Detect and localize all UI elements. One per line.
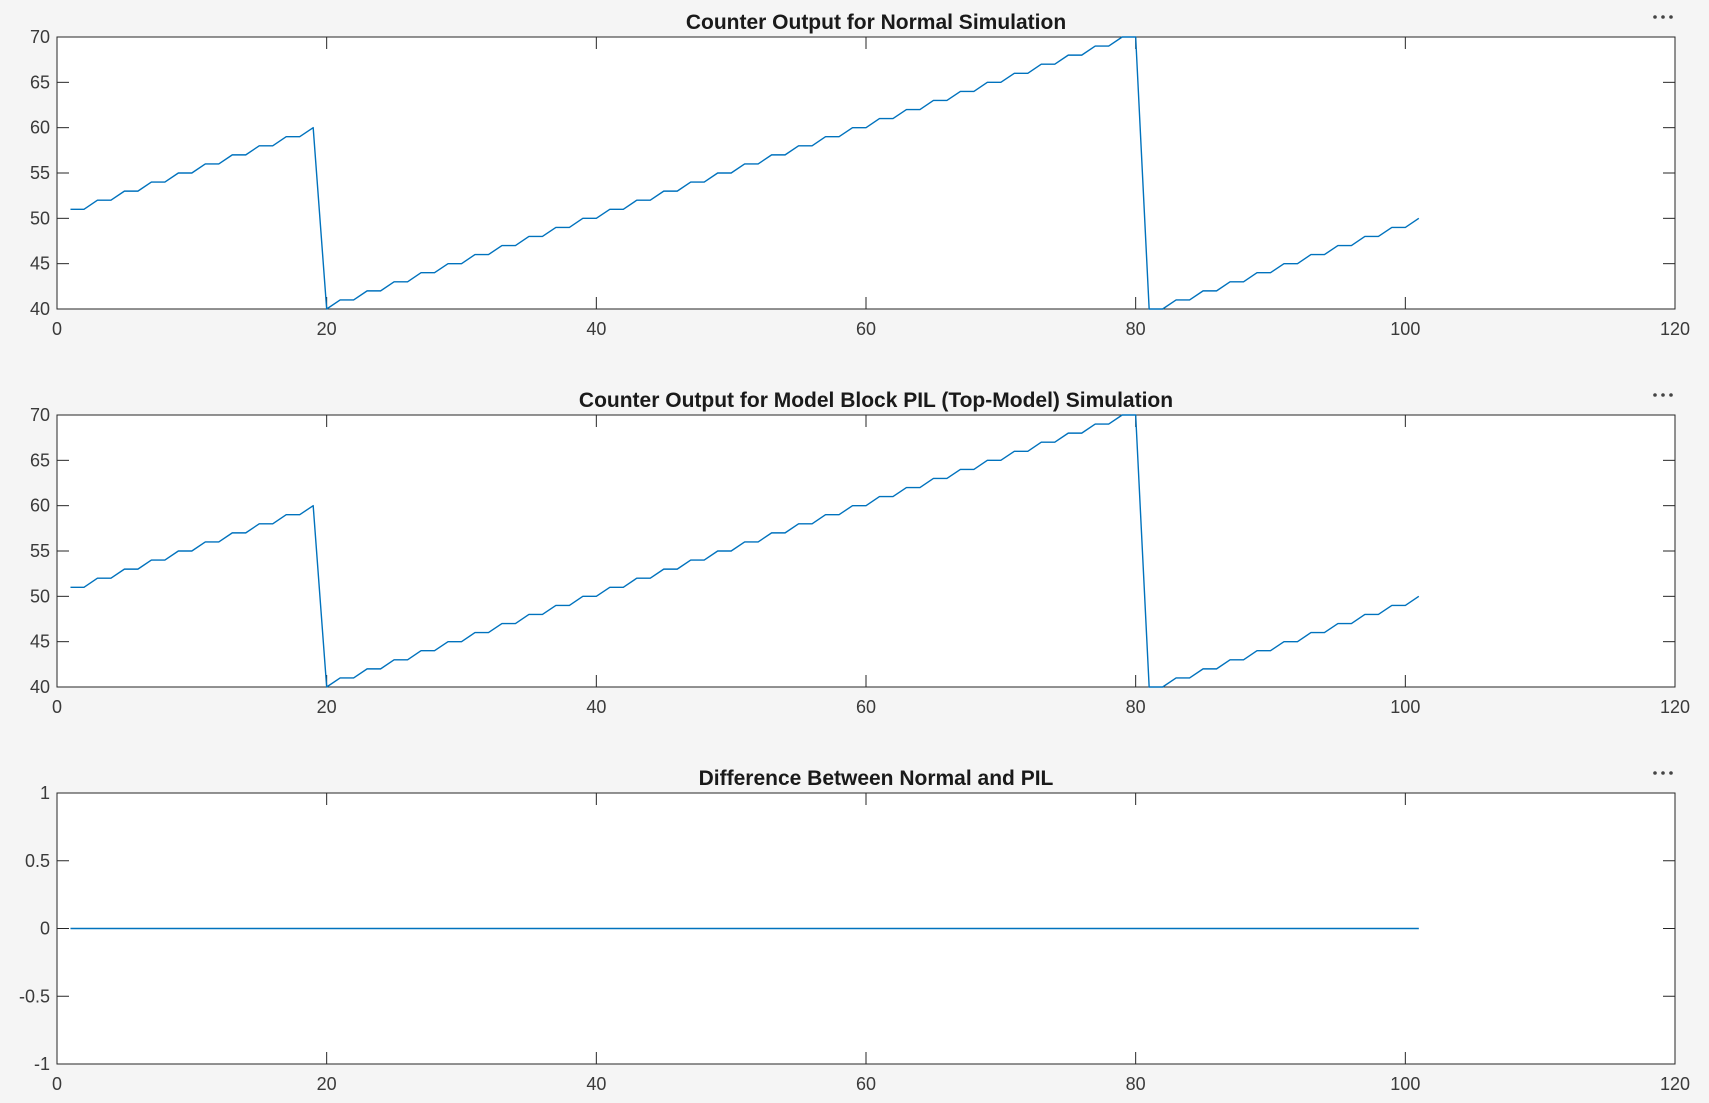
axes-1: 0 20 40 60 80 100 120 40 45 50 55 60 65 70 Counter Out… <box>30 9 1690 339</box>
more-options-icon[interactable] <box>1648 387 1674 403</box>
y-tick-label: 50 <box>30 586 50 606</box>
x-tick-label: 40 <box>586 1074 606 1094</box>
axes-title: Counter Output for Model Block PIL (Top-… <box>579 389 1173 412</box>
more-options-icon[interactable] <box>1648 765 1674 781</box>
y-tick-label: 45 <box>30 632 50 652</box>
axes-title: Counter Output for Normal Simulation <box>686 11 1066 34</box>
more-options-icon[interactable] <box>1648 9 1674 25</box>
plot-area <box>56 36 1676 310</box>
y-tick-label: 0.5 <box>25 851 50 871</box>
y-tick-label: 60 <box>30 118 50 138</box>
y-tick-label: 60 <box>30 496 50 516</box>
x-tick-label: 20 <box>317 697 337 717</box>
x-tick-label: 100 <box>1390 1074 1420 1094</box>
x-tick-label: 120 <box>1660 1074 1690 1094</box>
x-tick-label: 80 <box>1126 1074 1146 1094</box>
x-tick-label: 60 <box>856 1074 876 1094</box>
y-tick-label: -1 <box>34 1054 50 1074</box>
x-tick-label: 0 <box>52 697 62 717</box>
y-tick-label: 55 <box>30 541 50 561</box>
y-tick-label: 40 <box>30 677 50 697</box>
x-tick-label: 100 <box>1390 697 1420 717</box>
x-tick-label: 20 <box>317 1074 337 1094</box>
y-tick-label: 40 <box>30 299 50 319</box>
x-tick-label: 0 <box>52 1074 62 1094</box>
axes-2: 0 20 40 60 80 100 120 40 45 50 55 60 65 70 Counter Out… <box>30 387 1690 717</box>
y-tick-label: 65 <box>30 450 50 470</box>
x-tick-label: 40 <box>586 697 606 717</box>
x-tick-label: 60 <box>856 697 876 717</box>
series-line <box>70 414 1420 688</box>
plot-area <box>56 414 1676 688</box>
x-tick-label: 100 <box>1390 319 1420 339</box>
axes-title: Difference Between Normal and PIL <box>699 767 1054 790</box>
y-tick-label: 45 <box>30 254 50 274</box>
y-tick-label: -0.5 <box>19 986 50 1006</box>
x-tick-label: 120 <box>1660 697 1690 717</box>
x-tick-label: 120 <box>1660 319 1690 339</box>
axes-3: 0 20 40 60 80 100 120 -1 -0.5 0 0.5 1 Difference Bet… <box>19 765 1690 1094</box>
x-tick-label: 20 <box>317 319 337 339</box>
x-tick-label: 40 <box>586 319 606 339</box>
series-line <box>70 36 1420 310</box>
x-tick-label: 80 <box>1126 319 1146 339</box>
x-tick-label: 80 <box>1126 697 1146 717</box>
y-tick-label: 65 <box>30 72 50 92</box>
y-tick-label: 1 <box>40 783 50 803</box>
y-tick-label: 70 <box>30 27 50 47</box>
y-tick-label: 0 <box>40 919 50 939</box>
y-tick-label: 55 <box>30 163 50 183</box>
y-tick-label: 50 <box>30 208 50 228</box>
y-tick-label: 70 <box>30 405 50 425</box>
x-tick-label: 60 <box>856 319 876 339</box>
x-tick-label: 0 <box>52 319 62 339</box>
